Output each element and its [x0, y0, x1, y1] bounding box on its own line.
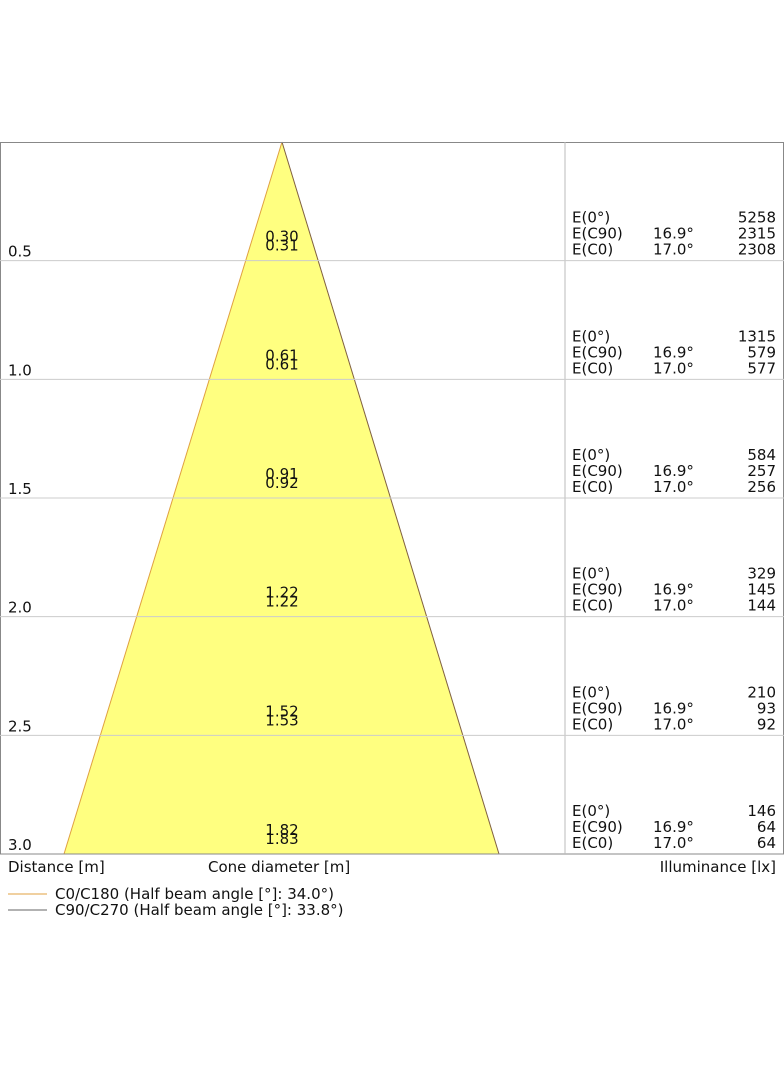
- cone-diameter: 0.31: [265, 237, 298, 255]
- illuminance-value: 145: [747, 581, 776, 599]
- illuminance-label: E(0°): [572, 209, 610, 227]
- distance-label: 0.5: [8, 243, 32, 261]
- illuminance-caption: Illuminance [lx]: [660, 858, 776, 876]
- beam-angle: 17.0°: [653, 478, 694, 496]
- illuminance-value: 210: [747, 683, 776, 701]
- illuminance-value: 93: [757, 699, 776, 717]
- illuminance-value: 5258: [738, 209, 776, 227]
- illuminance-value: 146: [747, 802, 776, 820]
- illuminance-label: E(0°): [572, 446, 610, 464]
- cone-diameter: 0.30: [265, 228, 298, 246]
- beam-angle: 17.0°: [653, 834, 694, 852]
- distance-label: 3.0: [8, 836, 32, 854]
- cone-diameter: 0.61: [265, 346, 298, 364]
- distance-label: 1.0: [8, 361, 32, 379]
- illuminance-value: 92: [757, 715, 776, 733]
- beam-angle: 16.9°: [653, 462, 694, 480]
- illuminance-value: 257: [747, 462, 776, 480]
- cone-caption: Cone diameter [m]: [208, 858, 350, 876]
- distance-label: 2.5: [8, 717, 32, 735]
- illuminance-value: 144: [747, 597, 776, 615]
- beam-angle: 17.0°: [653, 715, 694, 733]
- illuminance-label: E(0°): [572, 565, 610, 583]
- cone-diameter: 0.92: [265, 474, 298, 492]
- beam-angle: 16.9°: [653, 225, 694, 243]
- illuminance-value: 1315: [738, 327, 776, 345]
- beam-angle: 16.9°: [653, 818, 694, 836]
- legend-label: C0/C180 (Half beam angle [°]: 34.0°): [55, 885, 334, 903]
- cone-diameter: 0.91: [265, 465, 298, 483]
- illuminance-label: E(C90): [572, 225, 623, 243]
- illuminance-value: 2315: [738, 225, 776, 243]
- legend-label: C90/C270 (Half beam angle [°]: 33.8°): [55, 901, 344, 919]
- cone-diameter: 1.22: [265, 593, 298, 611]
- distance-caption: Distance [m]: [8, 858, 105, 876]
- distance-label: 2.0: [8, 599, 32, 617]
- illuminance-label: E(C0): [572, 597, 613, 615]
- illuminance-label: E(C0): [572, 359, 613, 377]
- cone-diameter: 1.52: [265, 702, 298, 720]
- illuminance-label: E(0°): [572, 802, 610, 820]
- illuminance-value: 64: [757, 818, 776, 836]
- illuminance-label: E(C0): [572, 715, 613, 733]
- cone-diameter: 0.61: [265, 355, 298, 373]
- illuminance-label: E(0°): [572, 327, 610, 345]
- illuminance-value: 64: [757, 834, 776, 852]
- illuminance-label: E(C90): [572, 462, 623, 480]
- illuminance-label: E(C0): [572, 478, 613, 496]
- illuminance-value: 579: [747, 343, 776, 361]
- illuminance-label: E(C90): [572, 818, 623, 836]
- beam-angle: 17.0°: [653, 359, 694, 377]
- cone-diameter: 1.82: [265, 821, 298, 839]
- illuminance-value: 577: [747, 359, 776, 377]
- illuminance-value: 256: [747, 478, 776, 496]
- beam-angle: 17.0°: [653, 241, 694, 259]
- illuminance-value: 2308: [738, 241, 776, 259]
- illuminance-label: E(C90): [572, 343, 623, 361]
- cone-diameter: 1.53: [265, 711, 298, 729]
- beam-angle: 17.0°: [653, 597, 694, 615]
- illuminance-label: E(C90): [572, 581, 623, 599]
- illuminance-value: 584: [747, 446, 776, 464]
- beam-angle: 16.9°: [653, 343, 694, 361]
- beam-angle: 16.9°: [653, 699, 694, 717]
- illuminance-label: E(C90): [572, 699, 623, 717]
- cone-diameter: 1.83: [265, 830, 298, 848]
- beam-angle: 16.9°: [653, 581, 694, 599]
- cone-diameter: 1.22: [265, 584, 298, 602]
- illuminance-label: E(C0): [572, 834, 613, 852]
- distance-label: 1.5: [8, 480, 32, 498]
- illuminance-label: E(C0): [572, 241, 613, 259]
- illuminance-label: E(0°): [572, 683, 610, 701]
- illuminance-value: 329: [747, 565, 776, 583]
